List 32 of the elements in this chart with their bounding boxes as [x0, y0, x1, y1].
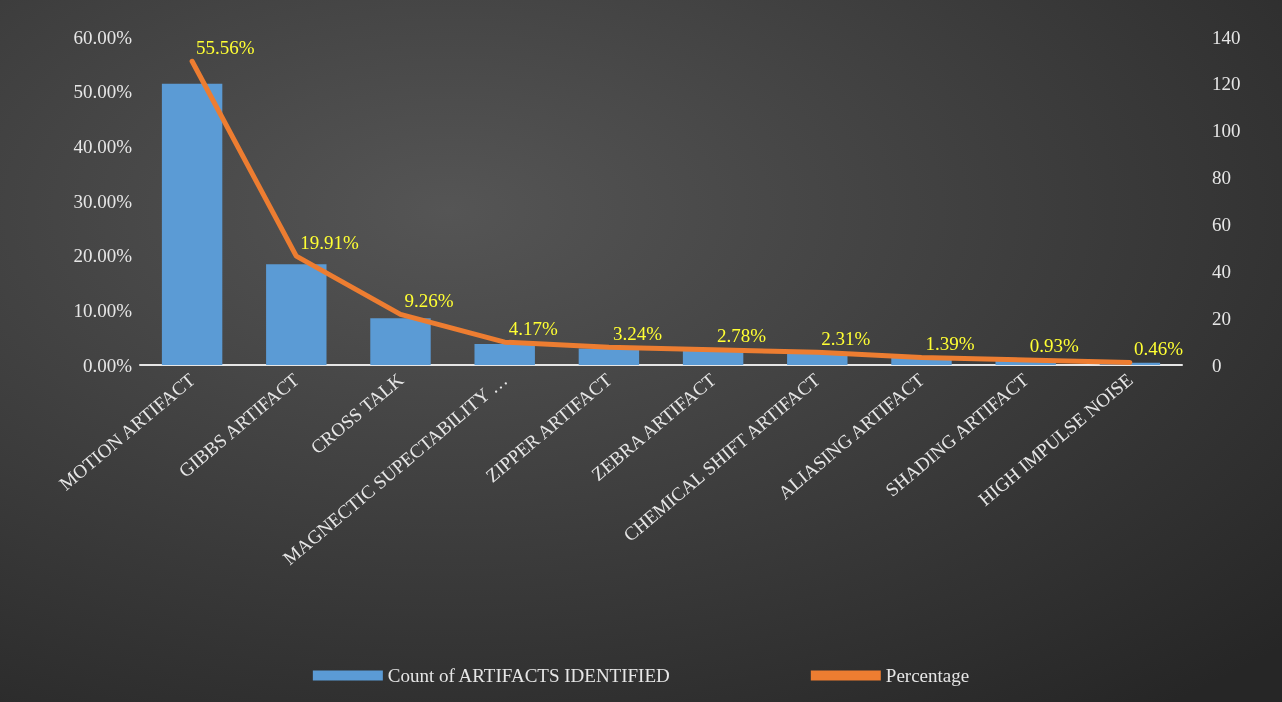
data-label: 2.78%	[717, 325, 767, 347]
y-tick-label: 10.00%	[73, 299, 133, 321]
y2-tick-label: 140	[1212, 26, 1241, 48]
y2-tick-label: 120	[1212, 73, 1241, 95]
y-tick-label: 60.00%	[73, 26, 133, 48]
data-label: 19.91%	[300, 231, 360, 253]
y2-tick-label: 80	[1212, 167, 1231, 189]
y-tick-label: 0.00%	[82, 354, 133, 376]
bar	[474, 343, 535, 365]
data-label: 9.26%	[404, 289, 454, 311]
y2-tick-label: 40	[1212, 260, 1231, 282]
y-tick-label: 50.00%	[73, 81, 133, 103]
y2-tick-label: 0	[1212, 354, 1222, 376]
legend-label: Percentage	[885, 665, 970, 686]
bar	[370, 318, 431, 365]
data-label: 1.39%	[925, 332, 975, 354]
y2-tick-label: 20	[1212, 307, 1231, 329]
y2-tick-label: 60	[1212, 213, 1231, 235]
bar	[161, 83, 223, 365]
y-tick-label: 40.00%	[73, 135, 133, 157]
bar	[578, 348, 640, 365]
data-label: 0.93%	[1029, 335, 1079, 357]
data-label: 0.46%	[1133, 337, 1184, 359]
data-label: 4.17%	[508, 317, 558, 339]
bar	[266, 264, 327, 365]
legend-label: Count of ARTIFACTS IDENTIFIED	[387, 665, 670, 686]
data-label: 55.56%	[196, 36, 255, 58]
y-tick-label: 30.00%	[73, 190, 133, 212]
data-label: 2.31%	[821, 327, 871, 349]
y-tick-label: 20.00%	[73, 245, 133, 267]
data-label: 3.24%	[612, 322, 663, 344]
y2-tick-label: 100	[1212, 120, 1241, 142]
